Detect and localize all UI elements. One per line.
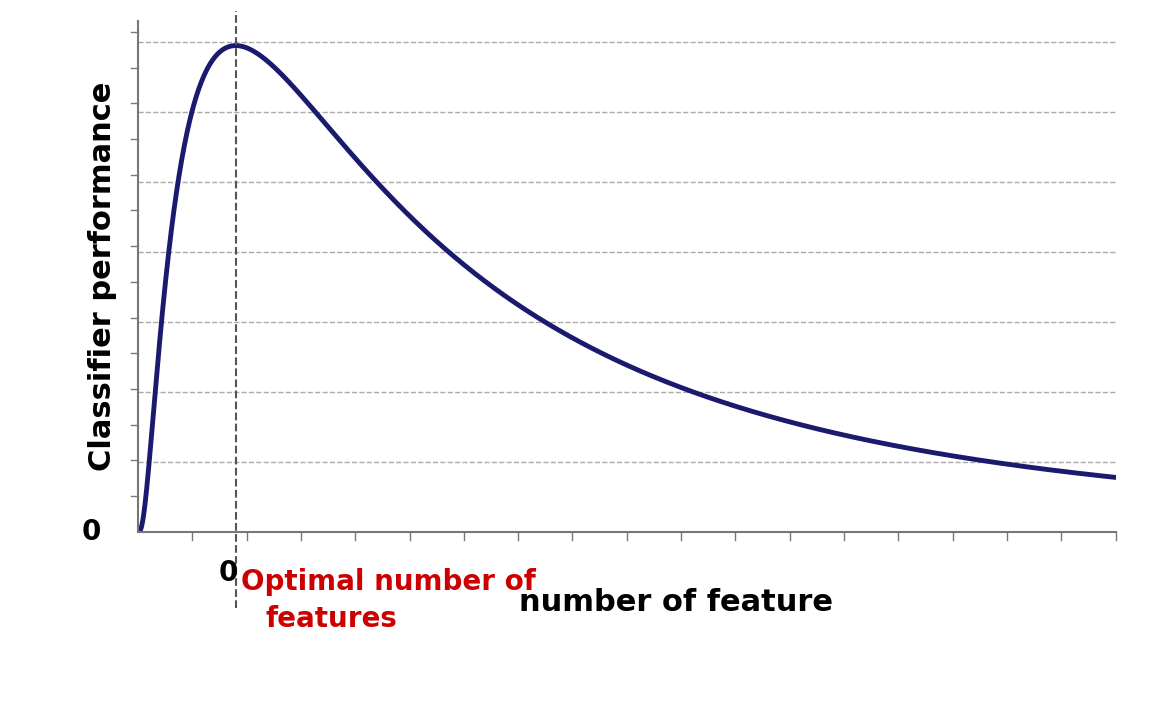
Text: number of feature: number of feature (519, 588, 833, 617)
Y-axis label: Classifier performance: Classifier performance (89, 82, 117, 471)
Text: Optimal number of: Optimal number of (240, 568, 536, 596)
Text: features: features (264, 605, 397, 632)
Text: 0: 0 (82, 518, 101, 546)
Text: 0: 0 (218, 559, 238, 587)
